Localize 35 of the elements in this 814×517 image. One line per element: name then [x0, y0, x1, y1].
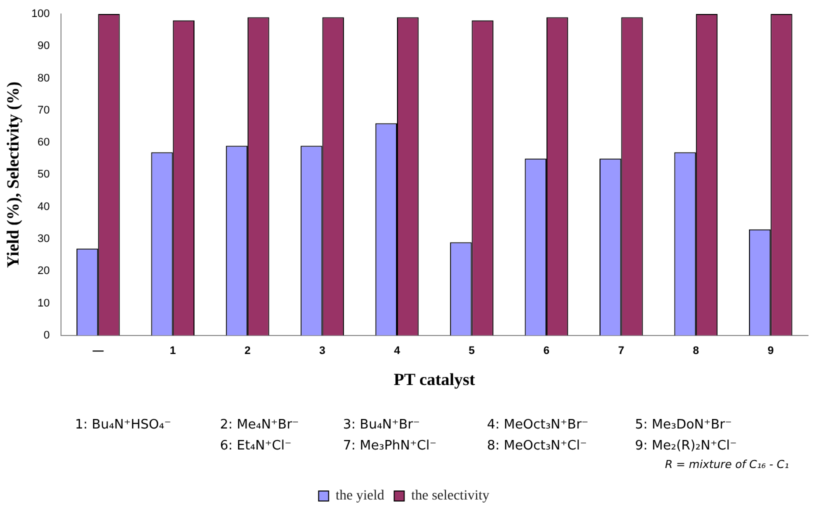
x-tick-label: 1 — [170, 345, 176, 358]
text: 7: Me₃PhN⁺Cl⁻ — [343, 438, 436, 454]
y-tick-label: 40 — [38, 200, 50, 213]
y-axis-title: Yield (%), Selectivity (%) — [4, 82, 23, 268]
y-tick-label: 0 — [44, 329, 50, 342]
x-tick-label: 3 — [319, 345, 326, 358]
text: 4: MeOct₃N⁺Br⁻ — [487, 417, 588, 432]
y-tick-label: 50 — [38, 168, 50, 181]
x-tick-label: 5 — [468, 345, 475, 358]
text: R = mixture of C₁₆ - C₁ — [665, 458, 789, 471]
x-tick-label: 9 — [768, 345, 774, 358]
text: 1: Bu₄N⁺HSO₄⁻ — [75, 417, 172, 432]
y-tick-label: 20 — [38, 265, 50, 278]
x-tick-label: — — [92, 345, 104, 358]
text: 2: Me₄N⁺Br⁻ — [220, 417, 299, 432]
legend-label: the selectivity — [411, 488, 490, 504]
y-tick-label: 30 — [38, 233, 50, 246]
x-axis-title: PT catalyst — [394, 370, 476, 390]
x-tick-label: 7 — [618, 345, 624, 358]
y-tick-label: 10 — [38, 297, 50, 310]
y-tick-label: 90 — [38, 40, 50, 52]
text: 5: Me₃DoN⁺Br⁻ — [635, 417, 732, 432]
x-tick-label: 4 — [394, 345, 401, 358]
x-tick-label: 6 — [543, 345, 550, 358]
y-tick-label: 80 — [38, 72, 50, 84]
text: 6: Et₄N⁺Cl⁻ — [220, 438, 292, 454]
x-tick-label: 2 — [244, 345, 251, 358]
text: 8: MeOct₃N⁺Cl⁻ — [487, 438, 587, 454]
text: 9: Me₂(R)₂N⁺Cl⁻ — [635, 438, 737, 454]
y-tick-label: 60 — [38, 136, 50, 149]
y-tick-label: 70 — [38, 104, 50, 116]
text: 3: Bu₄N⁺Br⁻ — [343, 417, 420, 432]
y-tick-label: 100 — [31, 8, 50, 20]
legend-label: the yield — [336, 488, 384, 504]
x-tick-label: 8 — [692, 345, 699, 358]
